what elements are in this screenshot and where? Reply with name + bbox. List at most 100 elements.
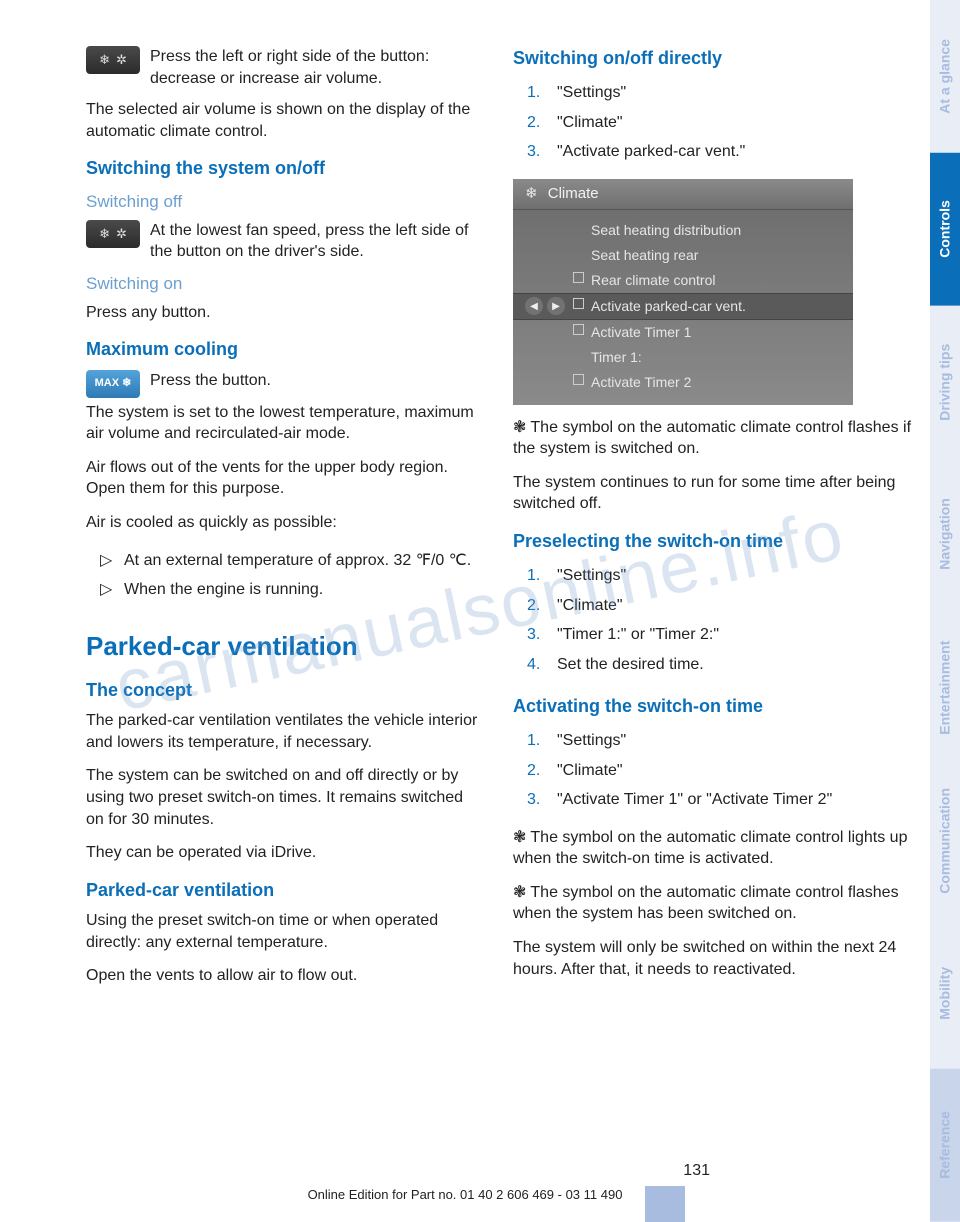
page: ❄✲ Press the left or right side of the b… <box>0 0 960 1222</box>
screenshot-line: Rear climate control <box>513 268 853 293</box>
max-cool-p4: Air is cooled as quickly as possible: <box>86 512 485 534</box>
step: "Settings" <box>513 726 912 756</box>
list-text: At an external temperature of approx. 32… <box>124 550 485 572</box>
step-text: "Settings" <box>557 730 626 752</box>
screenshot-header: ❄ Climate <box>513 179 853 210</box>
line-text: Activate Timer 2 <box>591 374 691 390</box>
screenshot-line: Activate Timer 2 <box>513 370 853 395</box>
pcv-p1: Using the preset switch-on time or when … <box>86 910 485 953</box>
switch-off-block: ❄✲ At the lowest fan speed, press the le… <box>86 220 485 263</box>
concept-p3: They can be operated via iDrive. <box>86 842 485 864</box>
tab-at-a-glance[interactable]: At a glance <box>930 0 960 153</box>
line-text: Seat heating distribution <box>591 222 741 238</box>
screenshot-line: Seat heating rear <box>513 243 853 268</box>
screenshot-line: Seat heating distribution <box>513 218 853 243</box>
step-text: "Climate" <box>557 112 623 134</box>
sidebar-tabs: At a glance Controls Driving tips Naviga… <box>930 0 960 1222</box>
tab-reference[interactable]: Reference <box>930 1069 960 1222</box>
tab-driving-tips[interactable]: Driving tips <box>930 306 960 459</box>
max-button-icon: MAX ❄ <box>86 370 140 398</box>
bullet-icon: ▷ <box>100 550 114 572</box>
line-text: Timer 1: <box>591 349 642 365</box>
air-volume-para: The selected air volume is shown on the … <box>86 99 485 142</box>
step-text: "Climate" <box>557 595 623 617</box>
switch-off-text: At the lowest fan speed, press the left … <box>150 220 485 263</box>
screenshot-body: Seat heating distribution Seat heating r… <box>513 210 853 404</box>
heading-direct: Switching on/off directly <box>513 46 912 70</box>
concept-p2: The system can be switched on and off di… <box>86 765 485 830</box>
heading-preselect: Preselecting the switch-on time <box>513 529 912 553</box>
step: "Timer 1:" or "Timer 2:" <box>513 620 912 650</box>
step: "Climate" <box>513 756 912 786</box>
heading-pcv: Parked-car ventilation <box>86 878 485 902</box>
step: Set the desired time. <box>513 650 912 680</box>
direct-p2: The system continues to run for some tim… <box>513 472 912 515</box>
step: "Climate" <box>513 108 912 138</box>
max-cool-block: MAX ❄ Press the button. <box>86 370 485 398</box>
checkbox-icon <box>573 324 584 335</box>
step: "Settings" <box>513 561 912 591</box>
heading-switch-on: Switching on <box>86 273 485 296</box>
step-text: "Activate parked-car vent." <box>557 141 745 163</box>
step: "Climate" <box>513 591 912 621</box>
right-column: Switching on/off directly "Settings" "Cl… <box>513 46 912 1202</box>
heading-activate: Activating the switch-on time <box>513 694 912 718</box>
fan-icon: ❃ <box>513 882 526 904</box>
steps-activate: "Settings" "Climate" "Activate Timer 1" … <box>513 726 912 815</box>
steps-preselect: "Settings" "Climate" "Timer 1:" or "Time… <box>513 561 912 679</box>
step-text: "Climate" <box>557 760 623 782</box>
screenshot-line: Activate Timer 1 <box>513 320 853 345</box>
line-text: Rear climate control <box>591 272 716 288</box>
step-text: "Settings" <box>557 565 626 587</box>
nav-arrows: ◀ ▶ <box>525 297 565 315</box>
step-text: "Settings" <box>557 82 626 104</box>
step-text: "Timer 1:" or "Timer 2:" <box>557 624 719 646</box>
line-text: Activate Timer 1 <box>591 324 691 340</box>
list-text: When the engine is running. <box>124 579 485 601</box>
fan-button-icon: ❄✲ <box>86 220 140 248</box>
activate-p1: ❃The symbol on the automatic climate con… <box>513 827 912 870</box>
checkbox-icon <box>573 298 584 309</box>
heading-parked-car: Parked-car ventilation <box>86 629 485 664</box>
activate-p2: ❃The symbol on the automatic climate con… <box>513 882 912 925</box>
list-item: ▷ At an external temperature of approx. … <box>86 546 485 576</box>
screenshot-title: Climate <box>548 185 599 202</box>
fan-button-icon: ❄✲ <box>86 46 140 74</box>
checkbox-icon <box>573 272 584 283</box>
tab-communication[interactable]: Communication <box>930 764 960 917</box>
para-text: The symbol on the automatic climate cont… <box>513 884 899 923</box>
idrive-screenshot: ❄ Climate Seat heating distribution Seat… <box>513 179 853 404</box>
air-volume-block: ❄✲ Press the left or right side of the b… <box>86 46 485 89</box>
max-cool-p3: Air flows out of the vents for the upper… <box>86 457 485 500</box>
air-volume-text: Press the left or right side of the butt… <box>150 46 485 89</box>
heading-switch-onoff: Switching the system on/off <box>86 156 485 180</box>
tab-entertainment[interactable]: Entertainment <box>930 611 960 764</box>
activate-p3: The system will only be switched on with… <box>513 937 912 980</box>
line-text: Seat heating rear <box>591 247 698 263</box>
step: "Activate Timer 1" or "Activate Timer 2" <box>513 785 912 815</box>
concept-p1: The parked-car ventilation ventilates th… <box>86 710 485 753</box>
heading-switch-off: Switching off <box>86 191 485 214</box>
max-cool-press: Press the button. <box>150 370 485 392</box>
para-text: The symbol on the automatic climate cont… <box>513 829 907 868</box>
climate-icon: ❄ <box>525 185 538 202</box>
tab-navigation[interactable]: Navigation <box>930 458 960 611</box>
arrow-right-icon: ▶ <box>547 297 565 315</box>
switch-on-text: Press any button. <box>86 302 485 324</box>
bullet-icon: ▷ <box>100 579 114 601</box>
left-column: ❄✲ Press the left or right side of the b… <box>86 46 485 1202</box>
fan-icon: ❃ <box>513 827 526 849</box>
pcv-p2: Open the vents to allow air to flow out. <box>86 965 485 987</box>
footer-edition: Online Edition for Part no. 01 40 2 606 … <box>0 1186 930 1204</box>
max-cool-list: ▷ At an external temperature of approx. … <box>86 546 485 605</box>
list-item: ▷ When the engine is running. <box>86 575 485 605</box>
steps-direct: "Settings" "Climate" "Activate parked-ca… <box>513 78 912 167</box>
step-text: Set the desired time. <box>557 654 704 676</box>
tab-mobility[interactable]: Mobility <box>930 917 960 1070</box>
tab-controls[interactable]: Controls <box>930 153 960 306</box>
para-text: The symbol on the automatic climate cont… <box>513 419 911 458</box>
line-text: Activate parked-car vent. <box>591 298 746 314</box>
direct-p1: ❃The symbol on the automatic climate con… <box>513 417 912 460</box>
max-cool-p2: The system is set to the lowest temperat… <box>86 402 485 445</box>
page-number: 131 <box>683 1160 710 1182</box>
